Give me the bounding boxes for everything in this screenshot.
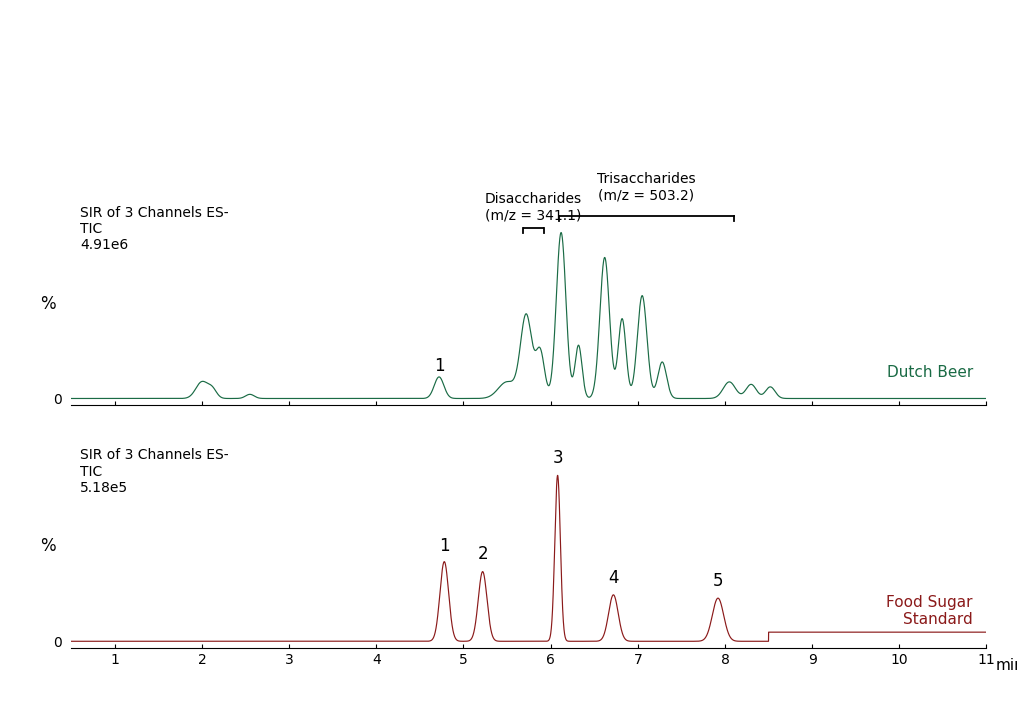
- Y-axis label: %: %: [41, 538, 56, 555]
- Text: 1: 1: [439, 537, 450, 555]
- Text: Disaccharides
(m/z = 341.1): Disaccharides (m/z = 341.1): [485, 192, 582, 223]
- Text: 3: 3: [552, 449, 563, 467]
- Text: min: min: [996, 658, 1017, 673]
- Text: SIR of 3 Channels ES-
TIC
5.18e5: SIR of 3 Channels ES- TIC 5.18e5: [80, 449, 229, 495]
- Text: 5: 5: [713, 572, 723, 590]
- Text: SIR of 3 Channels ES-
TIC
4.91e6: SIR of 3 Channels ES- TIC 4.91e6: [80, 206, 229, 252]
- Y-axis label: %: %: [41, 295, 56, 313]
- Text: 4: 4: [608, 568, 618, 587]
- Text: Dutch Beer: Dutch Beer: [887, 365, 972, 380]
- Text: 1: 1: [433, 357, 444, 375]
- Text: Trisaccharides
(m/z = 503.2): Trisaccharides (m/z = 503.2): [597, 172, 696, 203]
- Text: Food Sugar
Standard: Food Sugar Standard: [886, 595, 972, 627]
- Text: 2: 2: [477, 545, 488, 563]
